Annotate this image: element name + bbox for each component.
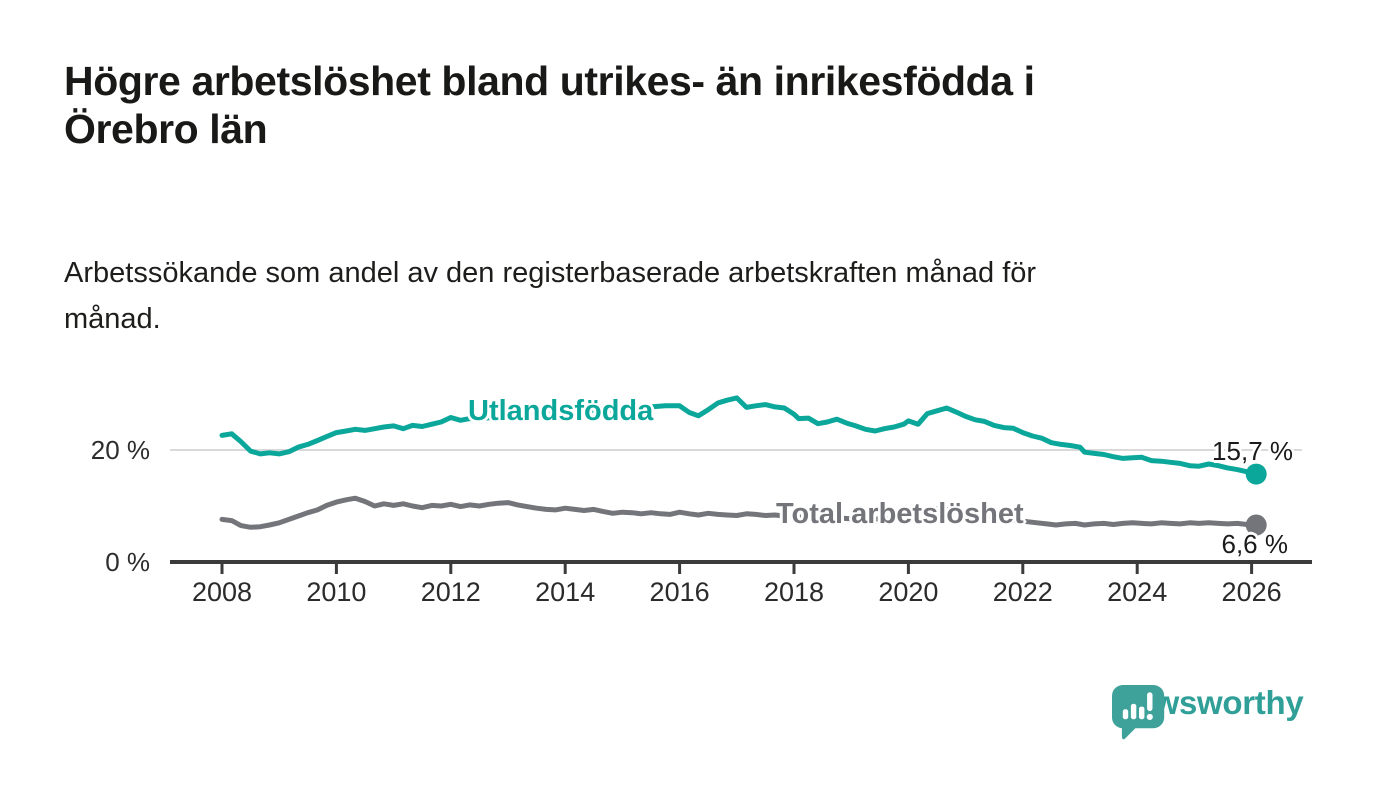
series-label-utlandsfodda: Utlandsfödda [468,395,654,427]
end-value-label-utlandsfodda: 15,7 % [1212,436,1293,466]
series-line-total-arbetsl-shet [219,495,1259,530]
chart-title: Högre arbetslöshet bland utrikes- än inr… [64,58,1314,154]
chart-subtitle-line-2: månad. [64,303,161,336]
end-value-label-total-arbetsloshet: 6,6 % [1221,529,1289,559]
x-axis-label-2020: 2020 [878,577,939,607]
x-axis-label-2024: 2024 [1107,577,1168,607]
x-axis-label-2012: 2012 [420,577,481,607]
x-axis-label-2026: 2026 [1221,577,1282,607]
chart-subtitle: Arbetssökande som andel av den registerb… [64,250,1304,343]
series-end-dot-utlandsf-dda [1245,463,1267,485]
newsworthy-speech-bubble-bar-chart-icon [1112,685,1165,740]
x-axis-label-2016: 2016 [649,577,710,607]
x-axis-label-2014: 2014 [535,577,596,607]
chart-title-line-2: Örebro län [64,105,268,152]
series-line-utlandsf-dda [219,395,1259,477]
chart-title-line-1: Högre arbetslöshet bland utrikes- än inr… [64,58,1035,104]
x-axis-label-2008: 2008 [191,577,253,607]
x-axis-label-2018: 2018 [763,577,825,607]
newsworthy-logo: Newsworthy [1112,684,1304,740]
x-axis-label-2010: 2010 [306,577,367,607]
y-axis-label-0: 0 % [105,547,150,577]
series-end-dot-total-arbetsl-shet [1245,514,1267,536]
series-label-total-arbetsloshet: Total arbetslöshet [776,498,1024,530]
chart-subtitle-line-1: Arbetssökande som andel av den registerb… [64,257,1037,289]
y-axis-label-20: 20 % [90,435,150,465]
x-axis-label-2022: 2022 [992,577,1053,607]
